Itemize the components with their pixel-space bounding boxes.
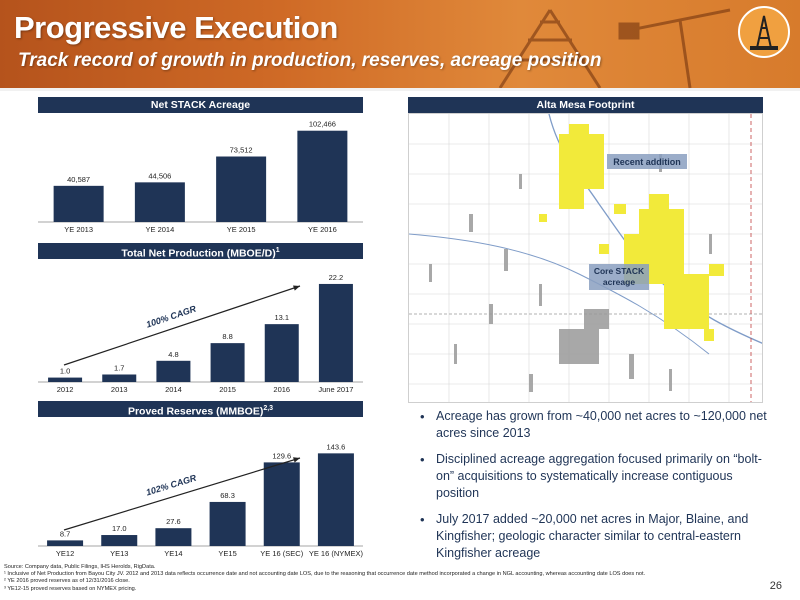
footprint-map: Recent addition Core STACK acreage bbox=[408, 113, 763, 403]
footnotes: Source: Company data, Public Filings, IH… bbox=[4, 564, 784, 593]
page-number: 26 bbox=[769, 580, 782, 592]
cagr-label: 100% CAGR bbox=[145, 304, 198, 330]
bar-value-label: 102,466 bbox=[309, 120, 336, 129]
x-tick-label: YE13 bbox=[110, 549, 128, 558]
production-chart-title: Total Net Production (MBOE/D)1 bbox=[38, 243, 363, 260]
x-tick-label: YE 16 (SEC) bbox=[260, 549, 303, 558]
cagr-label: 102% CAGR bbox=[145, 473, 198, 498]
cagr-arrow-head bbox=[293, 285, 300, 291]
bar bbox=[318, 283, 353, 382]
cagr-arrow bbox=[63, 457, 301, 531]
x-tick-label: YE 16 (NYMEX) bbox=[309, 549, 363, 558]
x-tick-label: 2016 bbox=[273, 385, 290, 394]
map-label-core-2: acreage bbox=[603, 277, 635, 287]
acreage-chart-title: Net STACK Acreage bbox=[38, 97, 363, 113]
bar bbox=[297, 130, 348, 222]
header-divider bbox=[0, 88, 800, 91]
reserves-chart: 8.7 YE12 17.0 YE13 27.6 YE14 68.3 YE15 129.6 YE 1… bbox=[38, 442, 363, 558]
bullet-item: Disciplined acreage aggregation focused … bbox=[418, 451, 778, 502]
bar-value-label: 8.7 bbox=[60, 529, 70, 538]
bar bbox=[102, 374, 137, 382]
bar-value-label: 1.7 bbox=[114, 363, 124, 372]
x-tick-label: YE 2014 bbox=[145, 225, 174, 234]
x-tick-label: 2014 bbox=[165, 385, 182, 394]
bar bbox=[210, 343, 245, 382]
bar bbox=[263, 462, 300, 546]
bullet-list: Acreage has grown from ~40,000 net acres… bbox=[418, 408, 778, 571]
production-chart: 1.0 2012 1.7 2013 4.8 2014 8.8 2015 13.1 2016 22.2… bbox=[38, 273, 363, 394]
bar-value-label: 13.1 bbox=[274, 313, 289, 322]
company-logo bbox=[738, 6, 790, 58]
reserves-chart-title: Proved Reserves (MMBOE)2,3 bbox=[38, 401, 363, 418]
footnote-source: Source: Company data, Public Filings, IH… bbox=[4, 564, 156, 570]
x-tick-label: YE 2013 bbox=[64, 225, 93, 234]
bar bbox=[317, 453, 354, 546]
map-title: Alta Mesa Footprint bbox=[408, 97, 763, 113]
bar bbox=[156, 360, 191, 382]
bullet-item: July 2017 added ~20,000 net acres in Maj… bbox=[418, 511, 778, 562]
x-tick-label: YE 2016 bbox=[308, 225, 337, 234]
footnote-2: ² YE 2016 proved reserves as of 12/31/20… bbox=[4, 578, 130, 585]
bar-value-label: 22.2 bbox=[329, 273, 344, 282]
bar-value-label: 73,512 bbox=[230, 146, 253, 155]
bar bbox=[53, 185, 104, 222]
footnote-3: ³ YE12-15 proved reserves based on NYMEX… bbox=[4, 585, 137, 592]
x-tick-label: 2012 bbox=[57, 385, 74, 394]
acreage-chart: 40,587 YE 2013 44,506 YE 2014 73,512 YE 2015 1… bbox=[38, 120, 363, 234]
bar-value-label: 129.6 bbox=[272, 451, 291, 460]
bar bbox=[47, 540, 84, 546]
x-tick-label: 2013 bbox=[111, 385, 128, 394]
bar bbox=[264, 324, 299, 382]
bar-value-label: 143.6 bbox=[327, 442, 346, 451]
x-tick-label: YE 2015 bbox=[227, 225, 256, 234]
derrick-logo-icon bbox=[750, 15, 778, 50]
map-label-recent: Recent addition bbox=[613, 157, 681, 167]
page-subtitle: Track record of growth in production, re… bbox=[18, 50, 602, 71]
bar-value-label: 8.8 bbox=[222, 332, 232, 341]
bar bbox=[155, 528, 192, 546]
bar bbox=[48, 377, 83, 382]
map-label-core: Core STACK bbox=[594, 266, 645, 276]
oil-rig-icon bbox=[498, 8, 731, 88]
footnote-1: ¹ Inclusive of Net Production from Bayou… bbox=[4, 571, 646, 578]
bar bbox=[101, 535, 138, 546]
page-title: Progressive Execution bbox=[14, 10, 338, 45]
map-graphic: Recent addition Core STACK acreage bbox=[409, 114, 762, 402]
bar-value-label: 44,506 bbox=[148, 171, 171, 180]
bar-value-label: 40,587 bbox=[67, 175, 90, 184]
cagr-arrow bbox=[63, 285, 301, 366]
header-banner: Progressive Execution Track record of gr… bbox=[0, 0, 800, 88]
bar-value-label: 1.0 bbox=[60, 367, 70, 376]
x-tick-label: YE14 bbox=[164, 549, 182, 558]
bar-value-label: 17.0 bbox=[112, 524, 127, 533]
cagr-arrow-head bbox=[293, 457, 300, 463]
x-tick-label: June 2017 bbox=[318, 385, 353, 394]
bar bbox=[209, 501, 246, 546]
bar-value-label: 68.3 bbox=[220, 491, 235, 500]
bar bbox=[216, 156, 267, 222]
x-tick-label: YE15 bbox=[218, 549, 236, 558]
bar-value-label: 4.8 bbox=[168, 350, 178, 359]
bullet-item: Acreage has grown from ~40,000 net acres… bbox=[418, 408, 778, 442]
x-tick-label: YE12 bbox=[56, 549, 74, 558]
bar bbox=[134, 182, 185, 222]
bar-value-label: 27.6 bbox=[166, 517, 181, 526]
x-tick-label: 2015 bbox=[219, 385, 236, 394]
